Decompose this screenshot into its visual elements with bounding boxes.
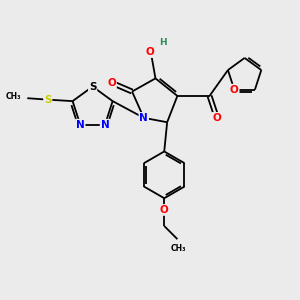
Text: S: S bbox=[89, 82, 96, 92]
Text: O: O bbox=[212, 113, 221, 123]
Text: N: N bbox=[140, 113, 148, 123]
Text: S: S bbox=[44, 95, 52, 105]
Text: CH₃: CH₃ bbox=[5, 92, 21, 101]
Text: N: N bbox=[76, 120, 85, 130]
Text: CH₃: CH₃ bbox=[171, 244, 187, 253]
Text: O: O bbox=[160, 205, 169, 215]
Text: H: H bbox=[159, 38, 166, 47]
Text: O: O bbox=[145, 47, 154, 57]
Text: O: O bbox=[107, 78, 116, 88]
Text: O: O bbox=[230, 85, 239, 95]
Text: N: N bbox=[100, 120, 109, 130]
